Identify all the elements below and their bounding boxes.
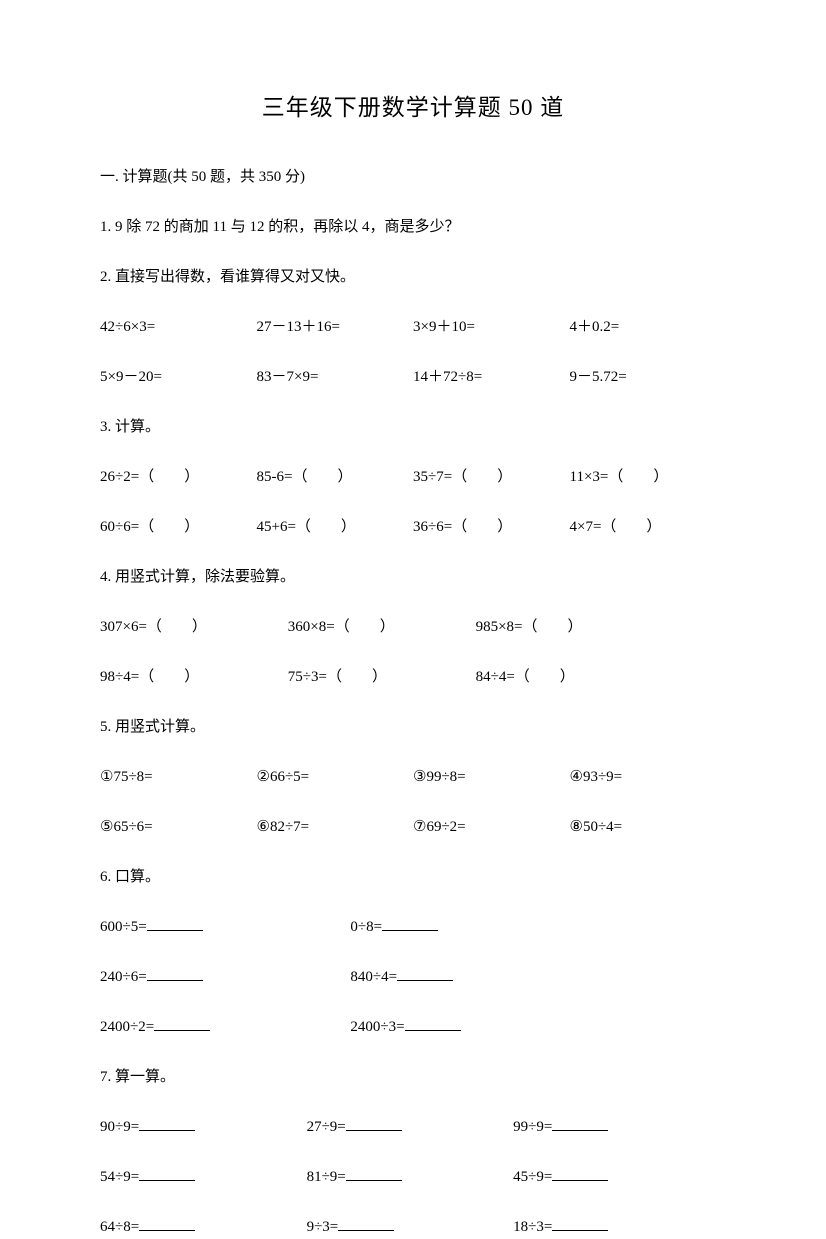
blank — [139, 1116, 195, 1131]
blank — [405, 1016, 461, 1031]
expr-text: 90÷9= — [100, 1119, 139, 1135]
expr: 84÷4=（ ） — [476, 665, 664, 689]
q4-row2: 98÷4=（ ） 75÷3=（ ） 84÷4=（ ） — [100, 665, 726, 689]
expr-text: 240÷6= — [100, 969, 147, 985]
expr: 2400÷3= — [350, 1015, 726, 1039]
question-5: 5. 用竖式计算。 — [100, 715, 726, 739]
expr: 45+6=（ ） — [257, 515, 414, 539]
expr: 3×9＋10= — [413, 315, 570, 339]
expr: 27÷9= — [307, 1115, 514, 1139]
expr: 18÷3= — [513, 1215, 720, 1239]
blank — [338, 1216, 394, 1231]
q6-row1: 600÷5= 0÷8= — [100, 915, 726, 939]
expr: 81÷9= — [307, 1165, 514, 1189]
blank — [382, 916, 438, 931]
expr: 9÷3= — [307, 1215, 514, 1239]
question-3: 3. 计算。 — [100, 415, 726, 439]
expr: 240÷6= — [100, 965, 350, 989]
blank — [139, 1216, 195, 1231]
expr: 9－5.72= — [570, 365, 727, 389]
expr: ③99÷8= — [413, 765, 570, 789]
expr: 85-6=（ ） — [257, 465, 414, 489]
expr: 14＋72÷8= — [413, 365, 570, 389]
expr: 35÷7=（ ） — [413, 465, 570, 489]
expr: ①75÷8= — [100, 765, 257, 789]
q5-row2: ⑤65÷6= ⑥82÷7= ⑦69÷2= ⑧50÷4= — [100, 815, 726, 839]
question-4: 4. 用竖式计算，除法要验算。 — [100, 565, 726, 589]
q4-row1: 307×6=（ ） 360×8=（ ） 985×8=（ ） — [100, 615, 726, 639]
question-7: 7. 算一算。 — [100, 1065, 726, 1089]
q7-row1: 90÷9= 27÷9= 99÷9= — [100, 1115, 726, 1139]
expr-text: 2400÷2= — [100, 1019, 154, 1035]
blank — [346, 1166, 402, 1181]
expr: 0÷8= — [350, 915, 726, 939]
blank — [552, 1116, 608, 1131]
expr: 60÷6=（ ） — [100, 515, 257, 539]
q6-row2: 240÷6= 840÷4= — [100, 965, 726, 989]
section-heading: 一. 计算题(共 50 题，共 350 分) — [100, 165, 726, 189]
expr-text: 99÷9= — [513, 1119, 552, 1135]
expr: 98÷4=（ ） — [100, 665, 288, 689]
q5-row1: ①75÷8= ②66÷5= ③99÷8= ④93÷9= — [100, 765, 726, 789]
expr: 360×8=（ ） — [288, 615, 476, 639]
expr: 27－13＋16= — [257, 315, 414, 339]
expr: 54÷9= — [100, 1165, 307, 1189]
expr: 90÷9= — [100, 1115, 307, 1139]
blank — [397, 966, 453, 981]
blank — [552, 1166, 608, 1181]
expr: 5×9－20= — [100, 365, 257, 389]
blank — [147, 966, 203, 981]
blank — [139, 1166, 195, 1181]
expr: 45÷9= — [513, 1165, 720, 1189]
expr-text: 27÷9= — [307, 1119, 346, 1135]
question-2: 2. 直接写出得数，看谁算得又对又快。 — [100, 265, 726, 289]
expr: 99÷9= — [513, 1115, 720, 1139]
q6-row3: 2400÷2= 2400÷3= — [100, 1015, 726, 1039]
question-6: 6. 口算。 — [100, 865, 726, 889]
blank — [552, 1216, 608, 1231]
page-title: 三年级下册数学计算题 50 道 — [100, 90, 726, 127]
blank — [147, 916, 203, 931]
expr-text: 18÷3= — [513, 1219, 552, 1235]
expr: 840÷4= — [350, 965, 726, 989]
q7-row3: 64÷8= 9÷3= 18÷3= — [100, 1215, 726, 1239]
expr: ⑤65÷6= — [100, 815, 257, 839]
expr: 75÷3=（ ） — [288, 665, 476, 689]
expr: ⑥82÷7= — [257, 815, 414, 839]
expr: 600÷5= — [100, 915, 350, 939]
q2-row2: 5×9－20= 83－7×9= 14＋72÷8= 9－5.72= — [100, 365, 726, 389]
expr-text: 54÷9= — [100, 1169, 139, 1185]
expr: 2400÷2= — [100, 1015, 350, 1039]
expr-text: 9÷3= — [307, 1219, 339, 1235]
q7-row2: 54÷9= 81÷9= 45÷9= — [100, 1165, 726, 1189]
blank — [154, 1016, 210, 1031]
expr: ⑦69÷2= — [413, 815, 570, 839]
expr: ④93÷9= — [570, 765, 727, 789]
expr: 4＋0.2= — [570, 315, 727, 339]
expr: 42÷6×3= — [100, 315, 257, 339]
q3-row1: 26÷2=（ ） 85-6=（ ） 35÷7=（ ） 11×3=（ ） — [100, 465, 726, 489]
expr-text: 2400÷3= — [350, 1019, 404, 1035]
expr: 26÷2=（ ） — [100, 465, 257, 489]
expr: 83－7×9= — [257, 365, 414, 389]
expr-text: 0÷8= — [350, 919, 382, 935]
expr: 64÷8= — [100, 1215, 307, 1239]
expr-text: 840÷4= — [350, 969, 397, 985]
blank — [346, 1116, 402, 1131]
expr: 4×7=（ ） — [570, 515, 727, 539]
q3-row2: 60÷6=（ ） 45+6=（ ） 36÷6=（ ） 4×7=（ ） — [100, 515, 726, 539]
expr: ②66÷5= — [257, 765, 414, 789]
expr-text: 600÷5= — [100, 919, 147, 935]
expr: 985×8=（ ） — [476, 615, 664, 639]
expr-text: 45÷9= — [513, 1169, 552, 1185]
expr: ⑧50÷4= — [570, 815, 727, 839]
expr-text: 64÷8= — [100, 1219, 139, 1235]
expr: 307×6=（ ） — [100, 615, 288, 639]
q2-row1: 42÷6×3= 27－13＋16= 3×9＋10= 4＋0.2= — [100, 315, 726, 339]
question-1: 1. 9 除 72 的商加 11 与 12 的积，再除以 4，商是多少？ — [100, 215, 726, 239]
expr: 11×3=（ ） — [570, 465, 727, 489]
expr-text: 81÷9= — [307, 1169, 346, 1185]
expr: 36÷6=（ ） — [413, 515, 570, 539]
